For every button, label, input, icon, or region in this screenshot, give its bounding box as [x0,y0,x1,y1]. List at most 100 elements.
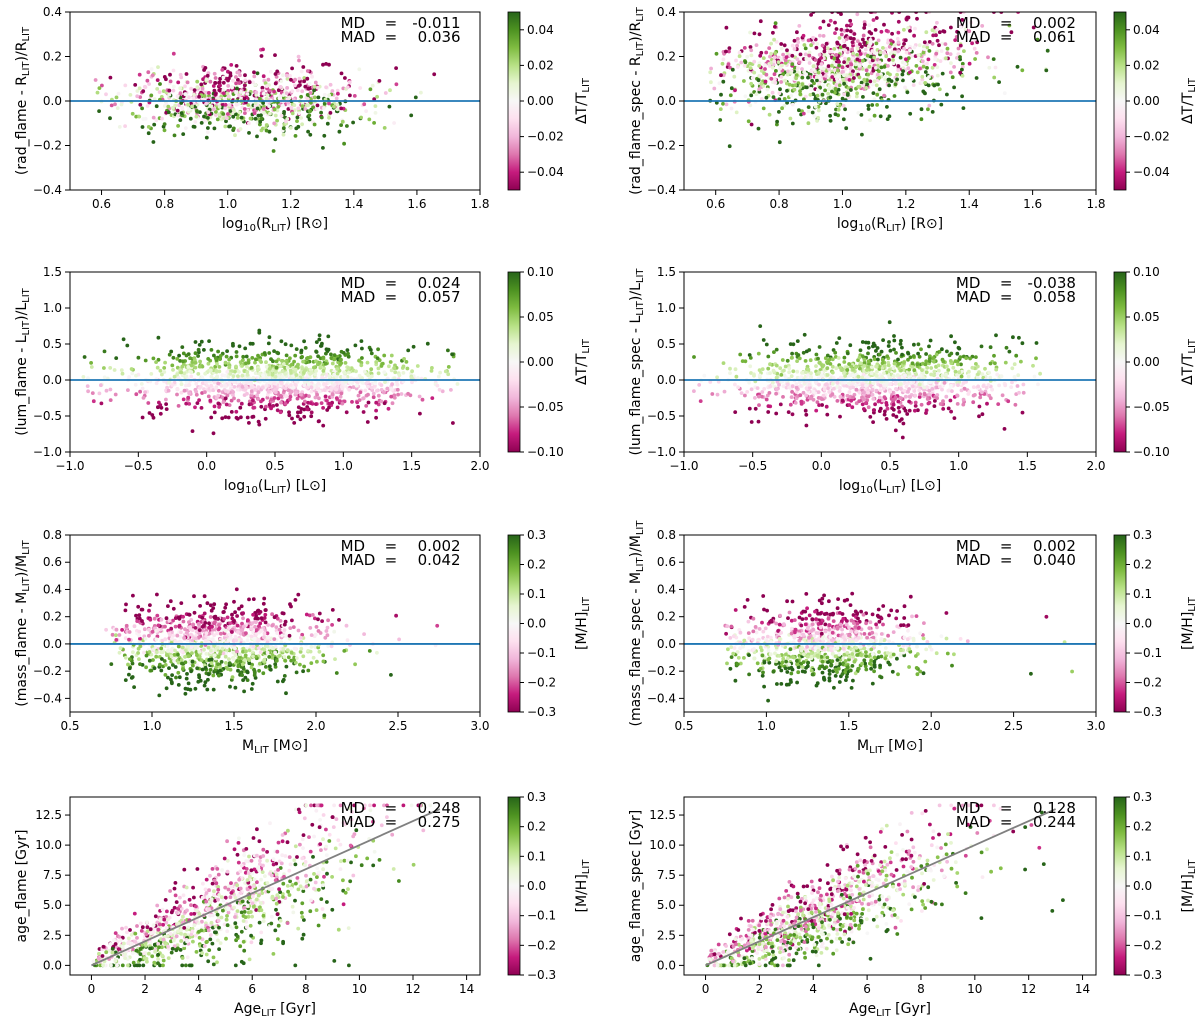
data-point [253,360,257,365]
data-point [137,86,142,91]
data-point [243,383,248,388]
data-point [1020,341,1025,346]
data-point [95,90,100,95]
data-point [917,395,922,399]
data-point [277,96,282,101]
data-point [287,636,292,641]
data-point [167,92,172,97]
data-point [892,43,897,47]
data-point [377,79,382,83]
data-point [992,353,996,358]
stat-value: 0.057 [418,288,461,306]
x-axis-label-part: log [222,216,243,232]
data-point [878,50,883,55]
data-point [329,352,333,357]
data-point [357,373,362,378]
data-point [869,371,874,376]
data-point [920,59,925,64]
data-point [871,420,875,424]
data-point [818,85,822,90]
data-point [908,395,912,399]
data-point [760,394,764,399]
data-point [970,41,974,46]
data-point [896,19,901,24]
data-point [443,369,448,374]
data-point [300,122,304,127]
data-point [268,88,272,93]
data-point [211,431,216,436]
data-point [896,30,901,35]
data-point [305,93,310,97]
data-point [851,79,855,84]
data-point [1007,23,1012,28]
data-point [793,401,798,405]
data-point [339,357,343,362]
data-point [972,46,977,51]
data-point [307,394,311,399]
data-point [225,393,230,398]
colorbar-label-part: LIT [581,77,592,93]
data-point [148,603,152,607]
data-point [772,77,777,82]
data-point [221,75,226,80]
data-point [968,356,972,361]
data-point [171,84,176,89]
data-point [230,612,234,617]
data-point [170,363,175,368]
data-point [234,409,239,414]
stat-equals: = [1000,14,1013,32]
data-point [764,72,769,77]
data-point [229,63,234,67]
data-point [371,391,376,396]
data-point [360,380,364,384]
data-point [251,398,255,403]
data-point [151,115,156,120]
y-tick-label: 1.0 [657,301,676,315]
data-point [303,368,308,373]
data-point [221,112,226,116]
data-point [223,415,228,419]
data-point [864,383,868,388]
data-point [743,393,747,398]
x-axis-label-part: LIT [886,485,902,496]
data-point [734,110,739,115]
data-point [833,355,838,359]
data-point [386,406,391,411]
data-point [156,335,161,340]
data-point [726,62,731,67]
data-point [265,395,270,400]
data-point [379,399,384,404]
data-point [245,678,250,682]
data-point [167,352,172,357]
data-point [268,111,272,116]
data-point [915,70,920,75]
data-point [279,339,284,344]
data-point [318,364,323,369]
data-point [340,401,345,406]
data-point [273,374,278,379]
data-point [134,114,139,119]
data-point [891,402,896,407]
data-point [214,113,218,117]
data-point [179,601,184,605]
data-point [390,382,394,387]
data-point [315,103,320,108]
data-point [913,404,918,408]
data-point [852,37,856,41]
data-point [313,616,317,621]
data-point [130,111,135,116]
data-point [856,39,860,44]
x-axis-label-part: LIT [271,223,287,234]
data-point [876,357,880,362]
data-point [362,102,367,107]
data-point [356,393,361,398]
data-point [171,663,175,667]
data-point [238,405,243,410]
data-point [796,353,801,357]
data-point [267,351,272,355]
data-point [247,80,252,85]
data-point [816,70,821,75]
data-point [737,50,742,55]
data-point [279,400,283,405]
data-point [202,114,206,119]
